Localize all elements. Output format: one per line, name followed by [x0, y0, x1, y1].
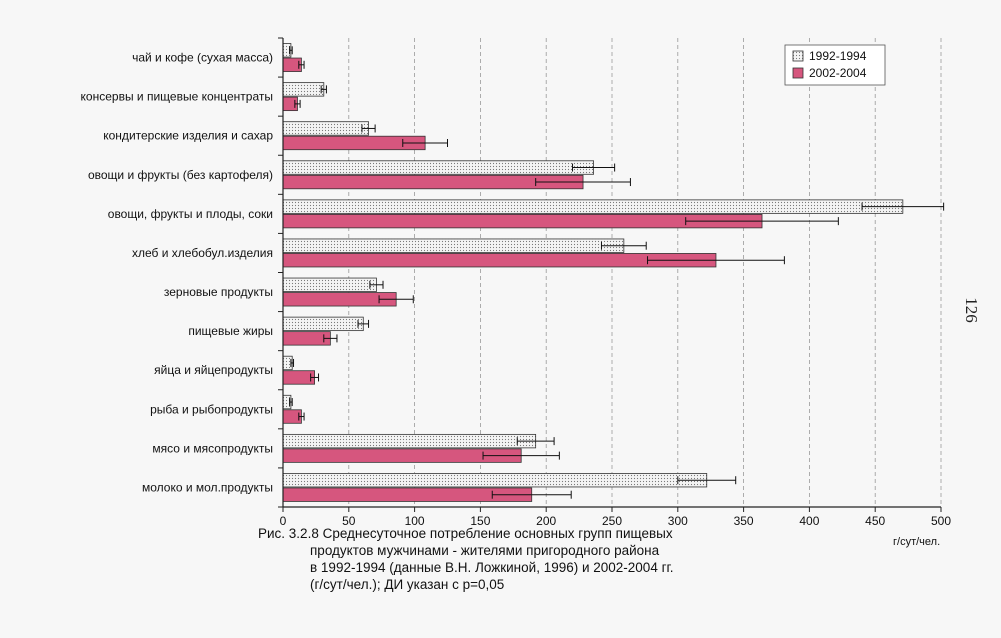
- bar-2002-2004: [282, 331, 331, 346]
- bar-1992-1994: [282, 277, 377, 292]
- category-label: молоко и мол.продукты: [142, 480, 273, 494]
- category-label: яйца и яйцепродукты: [154, 363, 273, 377]
- legend: 1992-1994 2002-2004: [784, 44, 886, 86]
- bar-1992-1994: [282, 473, 708, 488]
- bar-1992-1994: [282, 199, 904, 214]
- category-label: хлеб и хлебобул.изделия: [132, 246, 273, 260]
- caption-line-4: (г/сут/чел.); ДИ указан с р=0,05: [310, 577, 505, 592]
- bars: [282, 43, 904, 502]
- gridlines: [348, 38, 942, 507]
- legend-label-1992-1994: 1992-1994: [809, 49, 867, 63]
- caption-line-1: Рис. 3.2.8 Среднесуточное потребление ос…: [258, 526, 673, 541]
- category-label: мясо и мясопродукты: [152, 441, 273, 455]
- legend-swatch-1992-1994: [792, 50, 804, 62]
- x-tick-label: 0: [280, 514, 287, 528]
- category-label: рыба и рыбопродукты: [150, 402, 273, 416]
- bar-1992-1994: [282, 316, 364, 332]
- x-axis-unit-label: г/сут/чел.: [893, 536, 941, 548]
- bar-1992-1994: [282, 433, 537, 449]
- legend-label-2002-2004: 2002-2004: [809, 66, 867, 80]
- page-number: 126: [961, 297, 981, 323]
- bar-1992-1994: [282, 238, 625, 253]
- x-tick-label: 100: [405, 514, 425, 528]
- x-tick-label: 400: [799, 514, 819, 528]
- x-tick-label: 300: [668, 514, 688, 528]
- category-label: пищевые жиры: [188, 324, 273, 338]
- x-tick-label: 350: [734, 514, 754, 528]
- bar-1992-1994: [282, 160, 594, 175]
- bar-1992-1994: [282, 121, 369, 136]
- caption-line-2: продуктов мужчинами - жителями пригородн…: [310, 543, 660, 558]
- x-tick-label: 500: [931, 514, 951, 528]
- category-label: овощи, фрукты и плоды, соки: [108, 207, 273, 221]
- category-labels: чай и кофе (сухая масса) консервы и пищев…: [81, 51, 274, 495]
- bar-1992-1994: [282, 82, 325, 97]
- x-tick-labels: 0 50 100 150 200 250 300 350 400 450 500: [280, 514, 952, 528]
- category-label: овощи и фрукты (без картофеля): [88, 168, 273, 182]
- x-tick-label: 50: [342, 514, 356, 528]
- category-label: зерновые продукты: [164, 285, 273, 299]
- category-label: консервы и пищевые концентраты: [81, 90, 273, 104]
- x-tick-label: 150: [470, 514, 490, 528]
- bar-2002-2004: [282, 370, 315, 385]
- category-label: кондитерские изделия и сахар: [103, 129, 273, 143]
- category-label: чай и кофе (сухая масса): [132, 51, 273, 65]
- error-bars: [289, 46, 945, 499]
- axes: [278, 37, 942, 512]
- x-tick-label: 250: [602, 514, 622, 528]
- figure-caption: Рис. 3.2.8 Среднесуточное потребление ос…: [258, 525, 758, 593]
- caption-line-3: в 1992-1994 (данные В.Н. Ложкиной, 1996)…: [310, 560, 674, 575]
- x-tick-label: 450: [865, 514, 885, 528]
- legend-swatch-2002-2004: [792, 67, 804, 79]
- x-tick-label: 200: [536, 514, 556, 528]
